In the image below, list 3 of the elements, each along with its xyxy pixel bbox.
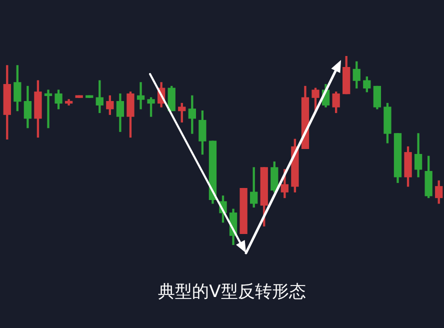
candlestick [136, 82, 145, 110]
candlestick [44, 90, 52, 128]
text: 典型的V型反转形态 [157, 281, 307, 303]
